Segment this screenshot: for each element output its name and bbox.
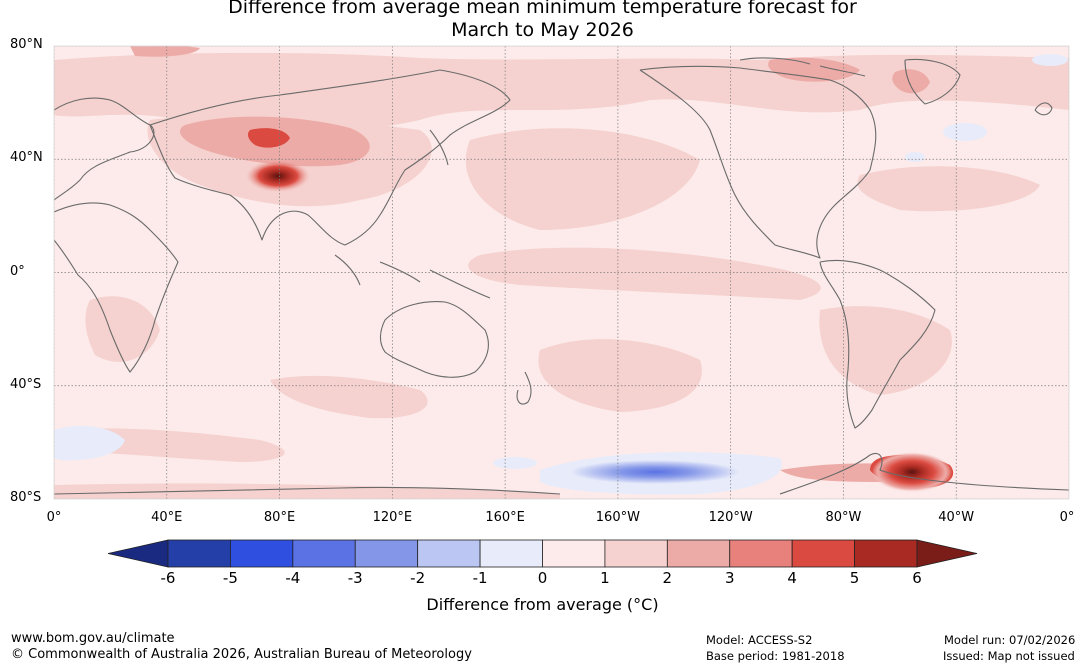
longitude-label: 120°E xyxy=(372,510,413,525)
title-line-2: March to May 2026 xyxy=(451,19,634,41)
colorbar-tick-label: -3 xyxy=(347,569,363,587)
latitude-label: 0° xyxy=(10,263,25,279)
map-title: Difference from average mean minimum tem… xyxy=(0,0,1085,42)
coast-new-zealand xyxy=(516,371,532,405)
coast-australia xyxy=(379,301,489,378)
arctic-warm-spot-west xyxy=(130,46,200,57)
latitude-label: 40°S xyxy=(10,376,42,392)
longitude-label: 160°W xyxy=(595,510,640,525)
coast-greenland xyxy=(904,58,961,105)
colorbar-segment xyxy=(230,539,294,568)
coastlines xyxy=(54,57,1069,495)
coast-antarctica xyxy=(54,452,1069,495)
colorbar-segment xyxy=(479,539,543,568)
colorbar-tick-label: 4 xyxy=(787,569,797,587)
coast-uk xyxy=(1034,102,1053,116)
canadian-arctic-warm-spot xyxy=(768,57,860,82)
colorbar xyxy=(107,539,978,568)
colorbar-segment xyxy=(604,539,668,568)
colorbar-tick-label: 3 xyxy=(724,569,735,587)
north-pacific-warm-patch xyxy=(465,128,700,230)
footer-url: www.bom.gov.au/climate xyxy=(11,631,175,646)
longitude-label: 80°E xyxy=(263,510,296,525)
africa-warm-patch xyxy=(85,296,160,362)
longitude-label: 40°E xyxy=(151,510,183,525)
indian-ocean-warm-patch xyxy=(270,375,428,419)
colorbar-segment xyxy=(791,539,855,568)
latitude-label: 80°N xyxy=(10,37,43,52)
coast-europe xyxy=(54,97,155,201)
colorbar-tick-label: -6 xyxy=(160,569,176,587)
south-pacific-warm-patch xyxy=(538,339,702,412)
antarctic-coast-warm-strip xyxy=(54,483,560,499)
footer-model: Model: ACCESS-S2 xyxy=(706,633,813,647)
colorbar-segment xyxy=(854,539,918,568)
colorbar-segment xyxy=(666,539,731,568)
longitude-label: 0° xyxy=(1059,510,1075,525)
south-atlantic-cool-patch xyxy=(54,425,125,461)
longitude-label: 0° xyxy=(46,510,62,525)
colorbar-segment xyxy=(167,539,231,568)
map-frame xyxy=(53,45,1070,500)
colorbar-segment xyxy=(354,539,419,568)
southern-ocean-cool-core xyxy=(570,460,740,484)
south-america-warm-patch xyxy=(819,306,952,395)
colorbar-tick-label: -4 xyxy=(285,569,301,587)
footer-issued: Issued: Map not issued xyxy=(943,649,1075,663)
tibet-hotspot xyxy=(246,160,310,192)
longitude-label: 120°W xyxy=(708,510,753,525)
footer-model-run: Model run: 07/02/2026 xyxy=(944,633,1076,647)
greenland-warm-spot xyxy=(892,69,930,94)
colorbar-tick-label: 5 xyxy=(849,569,860,587)
colorbar-tick-label: 6 xyxy=(912,569,922,587)
north-atlantic-warm-patch xyxy=(857,166,1040,212)
coast-japan xyxy=(429,129,449,166)
latitude-label: 40°N xyxy=(10,150,43,166)
arctic-cool-spot xyxy=(1032,54,1068,66)
anomaly-map xyxy=(53,45,1070,500)
colorbar-tick-label: 1 xyxy=(600,569,610,587)
longitude-label: 40°W xyxy=(938,510,975,525)
colorbar-label: Difference from average (°C) xyxy=(426,595,659,614)
coast-asia xyxy=(149,69,511,246)
coast-africa xyxy=(54,202,179,373)
colorbar-tick-label: -2 xyxy=(410,569,426,587)
colorbar-segment xyxy=(542,539,606,568)
colorbar-tick-label: -1 xyxy=(472,569,488,587)
footer-copyright: © Commonwealth of Australia 2026, Austra… xyxy=(11,647,472,662)
warm-1-2-regions xyxy=(54,52,1069,499)
colorbar-segment xyxy=(417,539,481,568)
latitude-label: 80°S xyxy=(10,490,42,505)
colorbar-tick-label: 2 xyxy=(662,569,673,587)
gridlines xyxy=(54,46,1069,499)
coast-south-america xyxy=(819,259,936,429)
colorbar-segment xyxy=(729,539,793,568)
colorbar-segment xyxy=(292,539,356,568)
weddell-hotspot xyxy=(872,452,952,492)
north-atlantic-cool-patch xyxy=(943,123,987,141)
coast-arctic-islands xyxy=(739,57,866,77)
equatorial-pacific-warm-band xyxy=(468,247,821,300)
footer-base-period: Base period: 1981-2018 xyxy=(706,649,845,663)
longitude-label: 80°W xyxy=(825,510,862,525)
colorbar-under-arrow xyxy=(107,539,169,568)
ross-sea-cool-spot xyxy=(493,457,537,469)
coast-north-america xyxy=(639,65,877,259)
colorbar-over-arrow xyxy=(916,539,978,568)
longitude-label: 160°E xyxy=(485,510,525,525)
colorbar-tick-label: 0 xyxy=(537,569,548,587)
central-asia-hot-spot xyxy=(247,128,290,148)
colorbar-tick-label: -5 xyxy=(222,569,238,587)
title-line-1: Difference from average mean minimum tem… xyxy=(228,0,857,18)
